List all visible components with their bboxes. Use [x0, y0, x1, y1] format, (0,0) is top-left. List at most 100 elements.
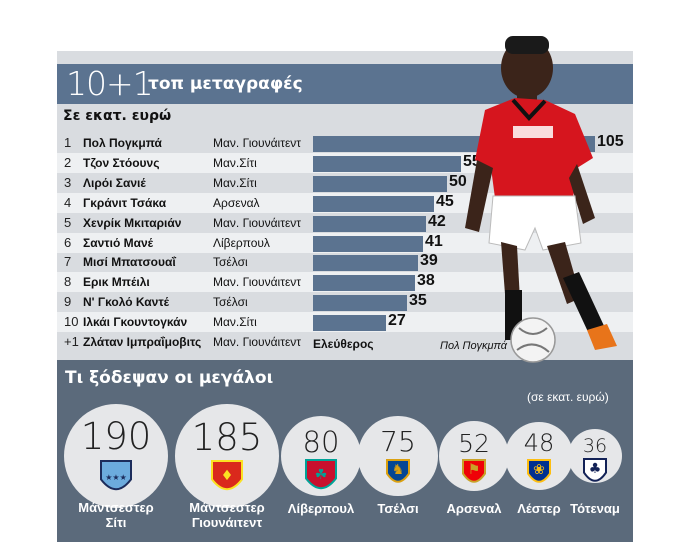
player-shorts	[488, 195, 582, 251]
rank-label: 8	[64, 274, 72, 290]
club-spend-value: 75	[380, 425, 416, 459]
bar	[313, 215, 426, 232]
svg-text:♞: ♞	[392, 462, 405, 478]
rank-label: 2	[64, 154, 72, 170]
bar-value-label: 35	[409, 292, 427, 310]
player-team: Τσέλσι	[213, 255, 248, 270]
club-spend-value: 80	[302, 424, 340, 459]
bar-value-label: 41	[425, 232, 443, 250]
player-photo	[465, 36, 617, 363]
svg-text:⚑: ⚑	[468, 462, 481, 478]
liverpool-crest-icon: ☘	[305, 459, 337, 490]
rank-label: 6	[64, 234, 72, 250]
rank-label: 9	[64, 294, 72, 310]
spend-title: Τι ξόδεψαν οι μεγάλοι	[65, 368, 274, 388]
player-team: Μαν. Γιουνάιτεντ	[213, 136, 302, 150]
club-name-line: Τσέλσι	[377, 501, 419, 516]
bar	[313, 255, 418, 272]
rank-label: 3	[64, 174, 72, 190]
player-name: Μισί Μπατσουαΐ	[83, 255, 176, 270]
arsenal-crest-icon: ⚑	[462, 458, 486, 483]
club-name: Μάντσεστερ Σίτι	[56, 500, 176, 530]
right-sock	[563, 272, 605, 334]
svg-text:❀: ❀	[533, 462, 545, 478]
club-spend-value: 190	[80, 415, 152, 459]
club-spend-value: 36	[582, 434, 608, 457]
club-name: Λίβερπουλ	[261, 501, 381, 516]
player-name: Χενρίκ Μκιταριάν	[83, 215, 182, 230]
bar-value-label: 105	[597, 133, 624, 150]
club-spend-value: 48	[523, 429, 555, 458]
player-name: Ερικ Μπέιλι	[83, 275, 150, 290]
tottenham-crest-icon: ♣	[583, 458, 607, 483]
club-name-line: Αρσεναλ	[446, 501, 502, 516]
bar	[313, 295, 407, 312]
man-united-crest-icon: ♦	[211, 459, 243, 490]
bar	[313, 155, 461, 172]
player-team: Τσέλσι	[213, 295, 248, 310]
photo-caption: Πολ Πογκμπά	[440, 340, 507, 352]
club-name-line: Σίτι	[105, 515, 127, 530]
man-city-crest-icon: ★★★	[100, 459, 132, 490]
player-team: Μαν.Σίτι	[213, 175, 257, 190]
shirt-collar	[511, 98, 547, 121]
bar-value-label: 38	[417, 272, 435, 290]
player-hair	[505, 36, 549, 54]
club-name: Τσέλσι	[338, 501, 458, 516]
club-name: Λέστερ	[479, 501, 599, 516]
player-team: Μαν. Γιουνάιτεντ	[213, 335, 302, 349]
player-left-arm	[465, 160, 493, 232]
bar-value-label: 39	[420, 252, 438, 270]
leicester-crest-icon: ❀	[527, 458, 551, 483]
svg-text:☘: ☘	[315, 467, 328, 483]
rank-label: 4	[64, 194, 72, 210]
bar	[313, 275, 415, 292]
bar-value-label: 27	[388, 312, 406, 330]
rank-label: 10	[64, 314, 79, 330]
right-boot	[587, 324, 617, 350]
club-name: Αρσεναλ	[414, 501, 534, 516]
football-pattern	[516, 327, 550, 353]
rank-label: 1	[64, 135, 72, 150]
bar-value-label: 42	[428, 212, 446, 230]
player-team: Αρσεναλ	[213, 195, 260, 210]
chart-subtitle: Σε εκατ. ευρώ	[63, 108, 172, 124]
bar-value-label: 45	[436, 192, 454, 210]
club-name-line: Μάντσεστερ	[78, 500, 154, 515]
club-name-line: Γιουνάιτεντ	[191, 515, 263, 530]
player-name: Τζον Στόουνς	[83, 155, 160, 170]
club-spend-value: 52	[458, 428, 490, 458]
player-team: Μαν. Γιουνάιτεντ	[213, 275, 302, 290]
club-name: Μάντσεστερ Γιουνάιτεντ	[167, 500, 287, 530]
rank-label: 7	[64, 254, 72, 270]
bar	[313, 235, 423, 252]
club-spend-value: 185	[191, 415, 263, 459]
svg-text:♣: ♣	[589, 461, 602, 477]
player-name: Ν' Γκολό Καντέ	[83, 295, 170, 310]
player-team: Μαν. Γιουνάιτεντ	[213, 215, 302, 230]
chelsea-crest-icon: ♞	[386, 458, 410, 483]
svg-text:★★★: ★★★	[105, 473, 127, 482]
bar	[313, 315, 386, 332]
club-name-line: Λέστερ	[517, 501, 561, 516]
title-text: τοπ μεταγραφές	[148, 74, 303, 94]
club-name-line: Λίβερπουλ	[287, 501, 355, 516]
football	[510, 317, 556, 363]
rank-label: +1	[64, 334, 79, 349]
svg-text:♦: ♦	[221, 468, 234, 484]
spend-unit: (σε εκατ. ευρώ)	[527, 390, 609, 404]
free-transfer-label: Ελεύθερος	[313, 337, 374, 351]
club-name-line: Μάντσεστερ	[189, 500, 265, 515]
player-name: Ζλάταν Ιμπραΐμοβιτς	[83, 335, 202, 349]
player-name: Σαντιό Μανέ	[83, 235, 154, 250]
club-spend-circle	[175, 404, 279, 508]
player-name: Πολ Πογκμπά	[83, 136, 162, 150]
club-name: Τότεναμ	[535, 501, 655, 516]
club-name-line: Τότεναμ	[570, 501, 620, 516]
rank-label: 5	[64, 214, 72, 230]
player-right-arm	[569, 164, 595, 224]
player-team: Λίβερπουλ	[213, 235, 270, 250]
bar-value-label: 50	[449, 172, 467, 190]
title-number: 10+1	[66, 64, 154, 103]
